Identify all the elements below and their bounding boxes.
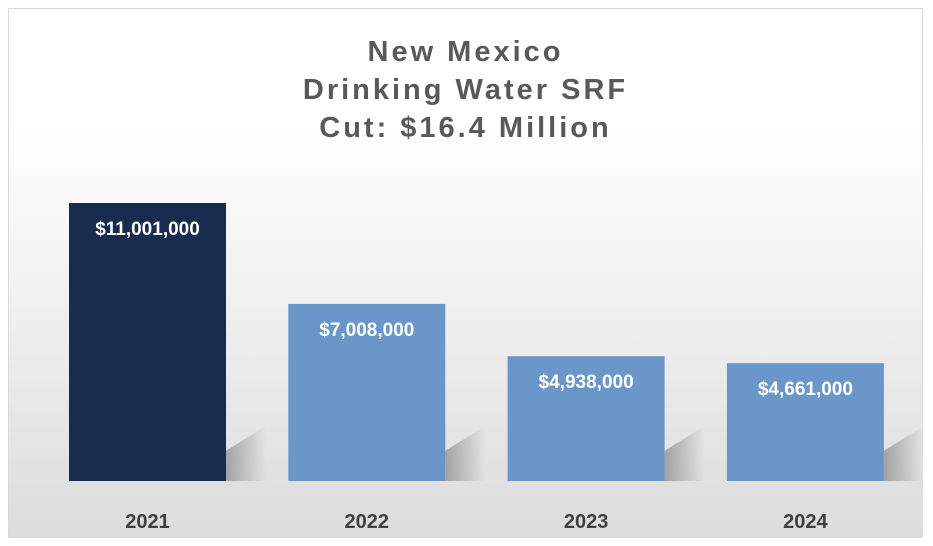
chart-title-line-1: New Mexico	[367, 36, 564, 68]
bar-shadow	[445, 426, 486, 481]
category-label-2023: 2023	[564, 511, 609, 533]
category-label-2024: 2024	[783, 511, 828, 533]
category-label-2021: 2021	[125, 511, 170, 533]
bar-2023	[507, 356, 665, 481]
chart-title-line-2: Drinking Water SRF	[302, 74, 629, 106]
data-label-2023: $4,938,000	[539, 372, 634, 393]
bar-2021	[69, 203, 226, 481]
bar-shadow	[664, 426, 705, 481]
bar-2022	[288, 303, 446, 481]
chart-title-line-3: Cut: $16.4 Million	[319, 112, 612, 144]
chart-area: New Mexico Drinking Water SRF Cut: $16.4…	[8, 8, 923, 538]
data-label-2022: $7,008,000	[319, 320, 414, 341]
bar-2024	[726, 363, 884, 481]
data-label-2021: $11,001,000	[95, 219, 200, 240]
bar-shadow	[226, 426, 266, 481]
chart-title: New Mexico Drinking Water SRF Cut: $16.4…	[9, 33, 922, 147]
data-label-2024: $4,661,000	[758, 379, 853, 400]
category-label-2022: 2022	[345, 511, 390, 533]
bar-shadow	[883, 427, 922, 481]
bar-plot: $11,001,000 2021 $7,008,000 2022 $4,938,000 2…	[69, 203, 922, 533]
